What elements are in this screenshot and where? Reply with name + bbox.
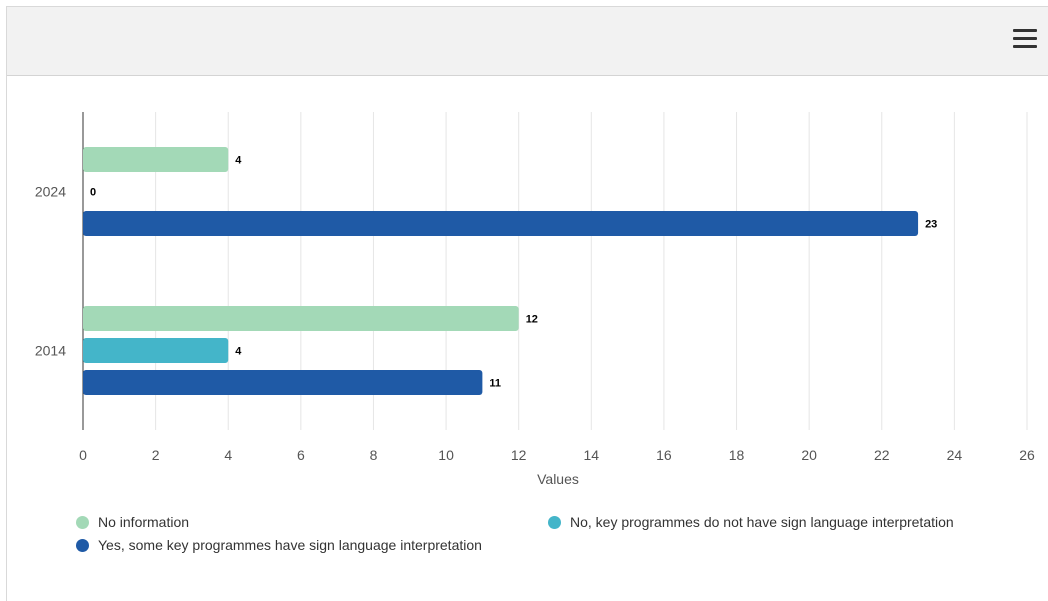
legend-label: No, key programmes do not have sign lang… (570, 514, 954, 530)
x-tick-label: 12 (511, 447, 527, 463)
legend-item-no-sign-language[interactable]: No, key programmes do not have sign lang… (548, 514, 954, 530)
x-tick-label: 18 (729, 447, 745, 463)
x-tick-label: 2 (152, 447, 160, 463)
bar (83, 211, 919, 236)
x-axis-title: Values (537, 471, 579, 487)
bar (83, 306, 519, 331)
y-tick-label: 2014 (35, 343, 66, 359)
legend-label: Yes, some key programmes have sign langu… (98, 537, 482, 553)
legend-marker (76, 515, 89, 529)
x-tick-label: 8 (370, 447, 378, 463)
data-label: 0 (90, 187, 96, 199)
bar (83, 370, 483, 395)
legend-marker (548, 515, 561, 529)
x-tick-label: 0 (79, 447, 87, 463)
x-tick-label: 10 (438, 447, 454, 463)
x-tick-label: 16 (656, 447, 672, 463)
x-tick-label: 20 (801, 447, 817, 463)
data-label: 23 (925, 219, 937, 231)
legend-item-no-information[interactable]: No information (76, 514, 189, 530)
chart-toolbar (7, 7, 1048, 76)
x-tick-label: 4 (224, 447, 232, 463)
bar (83, 147, 229, 172)
hamburger-menu-icon[interactable] (1013, 29, 1037, 51)
data-label: 11 (489, 378, 501, 390)
data-label: 4 (235, 346, 242, 358)
x-tick-label: 14 (584, 447, 600, 463)
bar (83, 338, 229, 363)
y-tick-label: 2024 (35, 184, 66, 200)
legend-marker (76, 538, 89, 552)
data-label: 12 (526, 314, 538, 326)
x-tick-label: 26 (1019, 447, 1035, 463)
data-label: 4 (235, 155, 242, 167)
legend-label: No information (98, 514, 190, 530)
x-tick-label: 6 (297, 447, 305, 463)
x-tick-label: 24 (947, 447, 963, 463)
legend-item-yes-sign-language[interactable]: Yes, some key programmes have sign langu… (76, 537, 482, 553)
chart-container (6, 6, 1048, 601)
x-tick-label: 22 (874, 447, 890, 463)
